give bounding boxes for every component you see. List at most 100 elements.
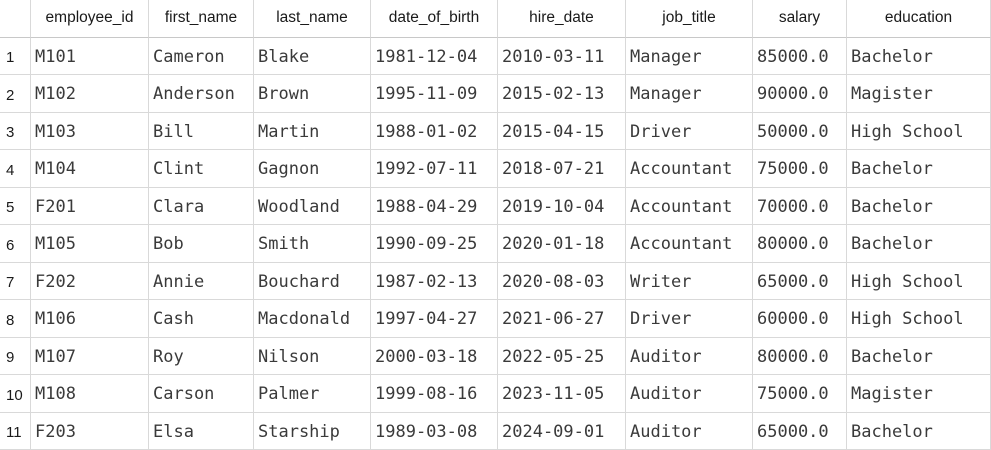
cell-last-name[interactable]: Bouchard bbox=[254, 263, 371, 301]
cell-salary[interactable]: 90000.0 bbox=[753, 75, 847, 113]
cell-last-name[interactable]: Palmer bbox=[254, 375, 371, 413]
cell-education[interactable]: Magister bbox=[847, 375, 991, 413]
cell-salary[interactable]: 65000.0 bbox=[753, 263, 847, 301]
cell-last-name[interactable]: Woodland bbox=[254, 188, 371, 226]
cell-salary[interactable]: 60000.0 bbox=[753, 300, 847, 338]
cell-hire-date[interactable]: 2015-02-13 bbox=[498, 75, 626, 113]
cell-education[interactable]: Bachelor bbox=[847, 150, 991, 188]
cell-hire-date[interactable]: 2020-08-03 bbox=[498, 263, 626, 301]
cell-employee-id[interactable]: M102 bbox=[31, 75, 149, 113]
cell-salary[interactable]: 50000.0 bbox=[753, 113, 847, 151]
cell-job-title[interactable]: Writer bbox=[626, 263, 753, 301]
cell-employee-id[interactable]: M101 bbox=[31, 38, 149, 76]
cell-date-of-birth[interactable]: 1990-09-25 bbox=[371, 225, 498, 263]
cell-hire-date[interactable]: 2020-01-18 bbox=[498, 225, 626, 263]
cell-education[interactable]: Bachelor bbox=[847, 188, 991, 226]
cell-last-name[interactable]: Martin bbox=[254, 113, 371, 151]
cell-job-title[interactable]: Accountant bbox=[626, 150, 753, 188]
cell-first-name[interactable]: Clara bbox=[149, 188, 254, 226]
cell-employee-id[interactable]: M105 bbox=[31, 225, 149, 263]
column-header-salary[interactable]: salary bbox=[753, 0, 847, 38]
cell-first-name[interactable]: Cameron bbox=[149, 38, 254, 76]
cell-hire-date[interactable]: 2021-06-27 bbox=[498, 300, 626, 338]
row-number[interactable]: 8 bbox=[0, 300, 31, 338]
cell-first-name[interactable]: Roy bbox=[149, 338, 254, 376]
row-number[interactable]: 9 bbox=[0, 338, 31, 376]
cell-salary[interactable]: 65000.0 bbox=[753, 413, 847, 450]
cell-job-title[interactable]: Driver bbox=[626, 113, 753, 151]
cell-employee-id[interactable]: M104 bbox=[31, 150, 149, 188]
column-header-first-name[interactable]: first_name bbox=[149, 0, 254, 38]
cell-employee-id[interactable]: F202 bbox=[31, 263, 149, 301]
cell-salary[interactable]: 75000.0 bbox=[753, 375, 847, 413]
cell-last-name[interactable]: Starship bbox=[254, 413, 371, 450]
cell-employee-id[interactable]: M103 bbox=[31, 113, 149, 151]
cell-job-title[interactable]: Accountant bbox=[626, 188, 753, 226]
cell-date-of-birth[interactable]: 1999-08-16 bbox=[371, 375, 498, 413]
cell-date-of-birth[interactable]: 1995-11-09 bbox=[371, 75, 498, 113]
cell-employee-id[interactable]: M108 bbox=[31, 375, 149, 413]
cell-job-title[interactable]: Manager bbox=[626, 38, 753, 76]
cell-salary[interactable]: 75000.0 bbox=[753, 150, 847, 188]
row-number[interactable]: 10 bbox=[0, 375, 31, 413]
cell-first-name[interactable]: Bill bbox=[149, 113, 254, 151]
cell-education[interactable]: High School bbox=[847, 300, 991, 338]
row-number[interactable]: 4 bbox=[0, 150, 31, 188]
cell-first-name[interactable]: Elsa bbox=[149, 413, 254, 450]
cell-job-title[interactable]: Auditor bbox=[626, 338, 753, 376]
cell-first-name[interactable]: Anderson bbox=[149, 75, 254, 113]
column-header-last-name[interactable]: last_name bbox=[254, 0, 371, 38]
column-header-employee-id[interactable]: employee_id bbox=[31, 0, 149, 38]
cell-date-of-birth[interactable]: 1988-01-02 bbox=[371, 113, 498, 151]
row-number[interactable]: 6 bbox=[0, 225, 31, 263]
grid-corner[interactable] bbox=[0, 0, 31, 38]
row-number[interactable]: 11 bbox=[0, 413, 31, 450]
cell-date-of-birth[interactable]: 1981-12-04 bbox=[371, 38, 498, 76]
cell-employee-id[interactable]: M107 bbox=[31, 338, 149, 376]
cell-date-of-birth[interactable]: 1988-04-29 bbox=[371, 188, 498, 226]
cell-hire-date[interactable]: 2022-05-25 bbox=[498, 338, 626, 376]
cell-job-title[interactable]: Driver bbox=[626, 300, 753, 338]
column-header-date-of-birth[interactable]: date_of_birth bbox=[371, 0, 498, 38]
cell-first-name[interactable]: Annie bbox=[149, 263, 254, 301]
row-number[interactable]: 3 bbox=[0, 113, 31, 151]
cell-date-of-birth[interactable]: 2000-03-18 bbox=[371, 338, 498, 376]
cell-last-name[interactable]: Nilson bbox=[254, 338, 371, 376]
cell-last-name[interactable]: Gagnon bbox=[254, 150, 371, 188]
cell-education[interactable]: Bachelor bbox=[847, 38, 991, 76]
cell-employee-id[interactable]: F203 bbox=[31, 413, 149, 450]
row-number[interactable]: 5 bbox=[0, 188, 31, 226]
cell-last-name[interactable]: Macdonald bbox=[254, 300, 371, 338]
cell-hire-date[interactable]: 2023-11-05 bbox=[498, 375, 626, 413]
cell-job-title[interactable]: Accountant bbox=[626, 225, 753, 263]
cell-last-name[interactable]: Blake bbox=[254, 38, 371, 76]
cell-education[interactable]: Bachelor bbox=[847, 338, 991, 376]
cell-salary[interactable]: 80000.0 bbox=[753, 225, 847, 263]
cell-hire-date[interactable]: 2010-03-11 bbox=[498, 38, 626, 76]
column-header-hire-date[interactable]: hire_date bbox=[498, 0, 626, 38]
cell-first-name[interactable]: Bob bbox=[149, 225, 254, 263]
row-number[interactable]: 2 bbox=[0, 75, 31, 113]
cell-first-name[interactable]: Clint bbox=[149, 150, 254, 188]
cell-date-of-birth[interactable]: 1992-07-11 bbox=[371, 150, 498, 188]
cell-job-title[interactable]: Auditor bbox=[626, 413, 753, 450]
column-header-education[interactable]: education bbox=[847, 0, 991, 38]
cell-education[interactable]: Bachelor bbox=[847, 413, 991, 450]
cell-job-title[interactable]: Auditor bbox=[626, 375, 753, 413]
cell-education[interactable]: Magister bbox=[847, 75, 991, 113]
cell-last-name[interactable]: Brown bbox=[254, 75, 371, 113]
cell-hire-date[interactable]: 2019-10-04 bbox=[498, 188, 626, 226]
cell-employee-id[interactable]: M106 bbox=[31, 300, 149, 338]
cell-job-title[interactable]: Manager bbox=[626, 75, 753, 113]
row-number[interactable]: 1 bbox=[0, 38, 31, 76]
cell-salary[interactable]: 85000.0 bbox=[753, 38, 847, 76]
cell-hire-date[interactable]: 2018-07-21 bbox=[498, 150, 626, 188]
cell-salary[interactable]: 70000.0 bbox=[753, 188, 847, 226]
cell-date-of-birth[interactable]: 1987-02-13 bbox=[371, 263, 498, 301]
cell-education[interactable]: High School bbox=[847, 113, 991, 151]
cell-hire-date[interactable]: 2024-09-01 bbox=[498, 413, 626, 450]
cell-salary[interactable]: 80000.0 bbox=[753, 338, 847, 376]
cell-first-name[interactable]: Carson bbox=[149, 375, 254, 413]
cell-education[interactable]: High School bbox=[847, 263, 991, 301]
cell-hire-date[interactable]: 2015-04-15 bbox=[498, 113, 626, 151]
